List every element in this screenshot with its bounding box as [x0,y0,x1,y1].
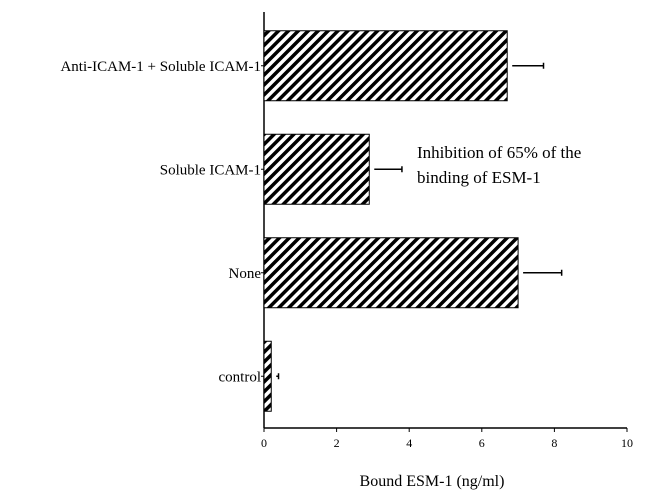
x-tick-label-2: 2 [334,436,340,450]
bar-1 [263,133,370,205]
bar-3 [263,340,272,412]
plot-area: 0 2 4 6 8 10 Anti-ICAM-1 + Soluble ICAM-1 Solub… [60,12,633,450]
x-tick-label-8: 8 [551,436,557,450]
category-label-2: None [229,266,262,282]
x-tick-label-0: 0 [261,436,267,450]
category-label-0: Anti-ICAM-1 + Soluble ICAM-1 [60,59,261,75]
annotation-line-1: Inhibition of 65% of the [417,143,581,162]
category-label-3: control [219,369,262,385]
bar-0 [263,30,508,102]
x-tick-label-6: 6 [479,436,485,450]
annotation-line-2: binding of ESM-1 [417,168,541,187]
x-tick-label-10: 10 [621,436,633,450]
x-tick-label-4: 4 [406,436,412,450]
bar-2 [263,237,519,309]
x-axis-title: Bound ESM-1 (ng/ml) [360,473,505,490]
category-label-1: Soluble ICAM-1 [160,162,261,178]
